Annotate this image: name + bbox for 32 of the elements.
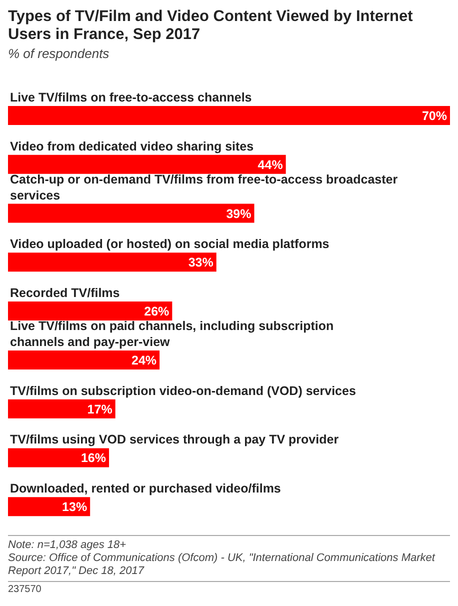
bar xyxy=(8,302,172,321)
data-label: 13% xyxy=(62,500,88,514)
data-label: 70% xyxy=(422,109,447,123)
data-label: 44% xyxy=(258,158,283,172)
bar xyxy=(8,154,286,174)
chart-title: Types of TV/Film and Video Content Viewed by Internet Users in France, Sep 2017 xyxy=(8,8,414,44)
chart-subtitle: % of respondents xyxy=(8,46,110,61)
y-tick-label: Live TV/films on free-to-access channels xyxy=(10,90,252,104)
data-label: 24% xyxy=(132,353,157,368)
bar xyxy=(8,350,160,370)
y-tick-label: Video uploaded (or hosted) on social media platforms xyxy=(10,237,330,252)
text: Note: n=1,038 ages 18+ xyxy=(8,539,128,552)
y-tick-label: Recorded TV/films xyxy=(10,286,120,300)
bar xyxy=(8,448,110,468)
data-label: 17% xyxy=(87,402,112,416)
y-tick-label: TV/films using VOD services through a pay TV provider xyxy=(10,432,339,447)
y-tick-label: Video from dedicated video sharing sites xyxy=(10,139,254,154)
data-label: 16% xyxy=(80,451,106,466)
source-note: Source: Office of Communications (Ofcom) - UK, "International Communications Market Report 2017," Dec 18, 2017 xyxy=(8,552,436,578)
text: 237570 xyxy=(8,584,450,595)
bar xyxy=(8,106,450,125)
y-tick-label: Live TV/films on paid channels, including subscription channels and pay-per-view xyxy=(10,318,334,349)
bar xyxy=(8,204,254,223)
y-tick-label: Downloaded, rented or purchased video/films xyxy=(10,482,281,496)
bar xyxy=(8,497,90,516)
y-tick-label: Catch-up or on-demand TV/films from free-to-access broadcaster services xyxy=(10,172,398,202)
bar xyxy=(8,252,216,272)
data-label: 39% xyxy=(226,206,252,221)
y-tick-label: TV/films on subscription video-on-demand (VOD) services xyxy=(10,384,356,398)
data-label: 26% xyxy=(144,304,170,319)
data-label: 33% xyxy=(188,256,214,270)
bar xyxy=(8,399,116,418)
